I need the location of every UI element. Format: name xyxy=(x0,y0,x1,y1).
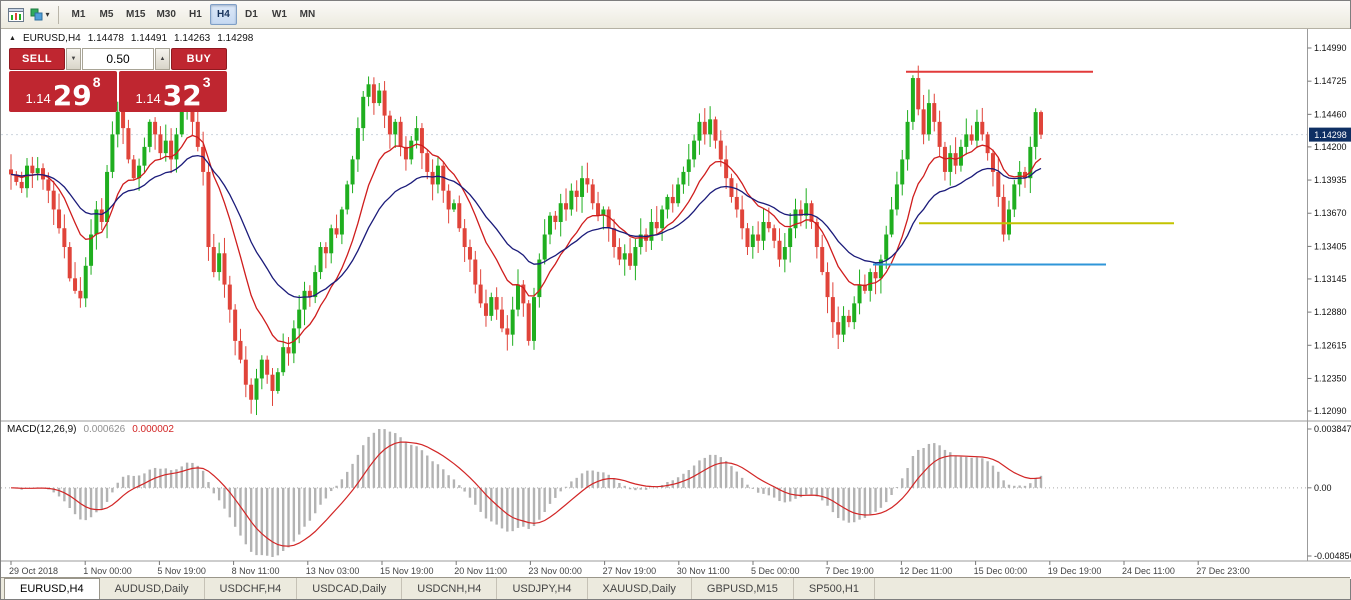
timeframe-button-group: M1 M5 M15 M30 H1 H4 D1 W1 MN xyxy=(65,4,321,25)
time-axis-label: 13 Nov 03:00 xyxy=(306,566,360,576)
ohlc-low: 1.14263 xyxy=(174,33,211,44)
time-axis-label: 24 Dec 11:00 xyxy=(1122,566,1175,576)
sell-price-big-digits: 29 xyxy=(52,79,92,112)
macd-indicator-label: MACD(12,26,9) 0.000626 0.000002 xyxy=(7,424,174,435)
timeframe-button-D1[interactable]: D1 xyxy=(245,9,258,20)
chart-area: 1.14990 1.14725 1.14460 1.14200 1.13935 1.136… xyxy=(1,29,1351,579)
time-axis-label: 20 Nov 11:00 xyxy=(454,566,507,576)
macd-axis-label: -0.004856 xyxy=(1314,551,1351,561)
time-axis-label: 23 Nov 00:00 xyxy=(528,566,582,576)
time-axis-label: 15 Dec 00:00 xyxy=(974,566,1028,576)
buy-price-prefix: 1.14 xyxy=(135,91,161,106)
price-axis-label: 1.13405 xyxy=(1314,241,1347,251)
sell-price-pipette: 8 xyxy=(92,74,101,90)
price-axis-label: 1.14460 xyxy=(1314,109,1347,119)
timeframe-button-MN[interactable]: MN xyxy=(299,9,316,20)
macd-main-value: 0.000626 xyxy=(83,424,126,435)
price-axis-label: 1.12615 xyxy=(1314,340,1347,350)
template-glyph xyxy=(30,8,43,20)
dropdown-caret-icon: ▾ xyxy=(45,10,50,19)
time-axis-label: 1 Nov 00:00 xyxy=(83,566,132,576)
candles-layer xyxy=(9,65,1043,416)
timeframe-button-H4[interactable]: H4 xyxy=(209,4,237,25)
volume-input[interactable] xyxy=(82,48,154,70)
time-axis-label: 30 Nov 11:00 xyxy=(677,566,730,576)
price-axis-label: 1.13670 xyxy=(1314,208,1347,218)
timeframe-button-W1[interactable]: W1 xyxy=(271,9,287,20)
buy-button[interactable]: BUY xyxy=(171,48,227,70)
new-chart-icon[interactable] xyxy=(4,4,28,26)
chart-tab-USDJPY-H4[interactable]: USDJPY,H4 xyxy=(497,578,588,599)
price-axis-label: 1.12880 xyxy=(1314,307,1347,317)
one-click-trading-panel: SELL ▼ ▲ BUY 1.14 29 8 1.14 32 3 xyxy=(9,48,227,112)
top-toolbar: ▾ M1 M5 M15 M30 H1 H4 D1 W1 MN xyxy=(1,1,1350,29)
volume-decrease-button[interactable]: ▼ xyxy=(66,48,81,70)
chart-tab-SP500-H1[interactable]: SP500,H1 xyxy=(794,578,875,599)
chart-tab-XAUUSD-Daily[interactable]: XAUUSD,Daily xyxy=(588,578,692,599)
macd-name: MACD(12,26,9) xyxy=(7,424,77,435)
axis-labels-layer: 1.14990 1.14725 1.14460 1.14200 1.13935 1.136… xyxy=(1,29,1351,576)
macd-signal-value: 0.000002 xyxy=(132,424,174,435)
time-axis-label: 27 Nov 19:00 xyxy=(603,566,657,576)
price-axis-label: 1.14990 xyxy=(1314,43,1347,53)
moving-averages-layer xyxy=(10,134,1042,345)
timeframe-button-M5[interactable]: M5 xyxy=(99,9,114,20)
current-price-badge: 1.14298 xyxy=(1309,127,1351,142)
chart-tab-USDCHF-H4[interactable]: USDCHF,H4 xyxy=(205,578,298,599)
buy-price-pipette: 3 xyxy=(202,74,211,90)
timeframe-button-M15[interactable]: M15 xyxy=(126,9,146,20)
chart-tab-USDCAD-Daily[interactable]: USDCAD,Daily xyxy=(297,578,403,599)
ohlc-close: 1.14298 xyxy=(217,33,254,44)
drawn-objects-layer[interactable] xyxy=(873,70,1174,266)
price-axis-label: 1.12350 xyxy=(1314,373,1347,383)
price-axis-label: 1.13145 xyxy=(1314,274,1347,284)
chart-template-icon[interactable]: ▾ xyxy=(28,4,52,26)
time-axis-label: 19 Dec 19:00 xyxy=(1048,566,1102,576)
time-axis-label: 29 Oct 2018 xyxy=(9,566,58,576)
price-axis-label: 1.14725 xyxy=(1314,76,1347,86)
volume-increase-button[interactable]: ▲ xyxy=(155,48,170,70)
trade-panel-controls-row: SELL ▼ ▲ BUY xyxy=(9,48,227,70)
chart-window-glyph xyxy=(8,7,24,22)
time-axis-label: 27 Dec 23:00 xyxy=(1196,566,1250,576)
time-axis-label: 8 Nov 11:00 xyxy=(232,566,280,576)
time-axis-label: 15 Nov 19:00 xyxy=(380,566,434,576)
toolbar-separator xyxy=(58,5,59,24)
macd-axis-label: 0.003847 xyxy=(1314,424,1351,434)
price-chart[interactable]: 1.14990 1.14725 1.14460 1.14200 1.13935 1.136… xyxy=(1,29,1351,579)
chart-tab-bar: EURUSD,H4 AUDUSD,Daily USDCHF,H4 USDCAD,Dai… xyxy=(1,577,1350,599)
sell-price-prefix: 1.14 xyxy=(25,91,51,106)
timeframe-button-H1[interactable]: H1 xyxy=(189,9,202,20)
one-click-panel-toggle-icon[interactable]: ▲ xyxy=(9,35,16,42)
macd-axis-label: 0.00 xyxy=(1314,483,1332,493)
time-axis-label: 7 Dec 19:00 xyxy=(825,566,874,576)
macd-layer xyxy=(1,429,1307,557)
timeframe-button-M30[interactable]: M30 xyxy=(156,9,176,20)
ohlc-high: 1.14491 xyxy=(130,33,168,44)
trade-panel-price-row: 1.14 29 8 1.14 32 3 xyxy=(9,71,227,112)
time-axis-label: 5 Nov 19:00 xyxy=(157,566,206,576)
buy-price-big-digits: 32 xyxy=(162,79,202,112)
chart-tab-GBPUSD-M15[interactable]: GBPUSD,M15 xyxy=(692,578,794,599)
chart-symbol-header: ▲ EURUSD,H4 1.14478 1.14491 1.14263 1.14… xyxy=(9,33,253,44)
price-axis-label: 1.14200 xyxy=(1314,142,1347,152)
sell-button[interactable]: SELL xyxy=(9,48,65,70)
sell-price-display[interactable]: 1.14 29 8 xyxy=(9,71,117,112)
chart-tab-EURUSD-H4[interactable]: EURUSD,H4 xyxy=(4,578,100,599)
price-axis-label: 1.12090 xyxy=(1314,406,1347,416)
ohlc-open: 1.14478 xyxy=(87,33,124,44)
price-axis-label: 1.13935 xyxy=(1314,175,1347,185)
chart-tab-AUDUSD-Daily[interactable]: AUDUSD,Daily xyxy=(100,578,205,599)
buy-price-display[interactable]: 1.14 32 3 xyxy=(119,71,227,112)
time-axis-label: 5 Dec 00:00 xyxy=(751,566,800,576)
time-axis-label: 12 Dec 11:00 xyxy=(899,566,952,576)
timeframe-button-M1[interactable]: M1 xyxy=(71,9,86,20)
svg-text:1.14298: 1.14298 xyxy=(1314,130,1347,140)
chart-tab-USDCNH-H4[interactable]: USDCNH,H4 xyxy=(402,578,498,599)
chart-symbol-label: EURUSD,H4 xyxy=(22,33,81,44)
